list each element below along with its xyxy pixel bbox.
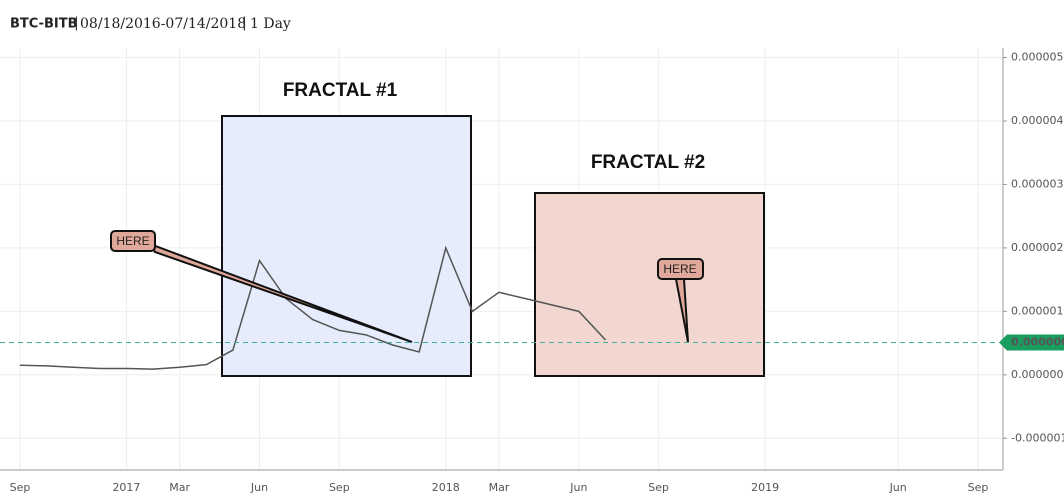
- x-tick-label: 2018: [432, 481, 460, 494]
- y-tick-label: 0.00000500: [1011, 51, 1064, 64]
- last-price-tag: [999, 334, 1064, 351]
- date-range: 08/18/2016-07/14/2018: [80, 16, 246, 32]
- grid: [0, 48, 1003, 470]
- last-price-label: 0.00000051: [1011, 335, 1064, 348]
- x-tick-label: Sep: [648, 481, 669, 494]
- y-tick-label: 0.00000300: [1011, 177, 1064, 190]
- x-tick-label: 2017: [112, 481, 140, 494]
- fractal-box: [221, 115, 472, 377]
- x-tick-label: Mar: [489, 481, 510, 494]
- x-tick-label: 2019: [751, 481, 779, 494]
- y-tick-label: 0.00000000: [1011, 368, 1064, 381]
- x-tick-label: Jun: [250, 481, 268, 494]
- interval: 1 Day: [250, 16, 291, 32]
- y-tick-label: 0.00000400: [1011, 114, 1064, 127]
- x-tick-label: Mar: [169, 481, 190, 494]
- plot: [19, 245, 606, 370]
- sep: |: [74, 15, 79, 31]
- callout: [110, 230, 156, 252]
- callout: [657, 258, 704, 280]
- callout-label: HERE: [663, 262, 696, 276]
- x-tick-label: Jun: [569, 481, 587, 494]
- sep: |: [242, 15, 247, 31]
- x-tick-label: Sep: [10, 481, 31, 494]
- symbol: BTC-BITB: [10, 17, 78, 32]
- y-tick-label: 0.00000200: [1011, 241, 1064, 254]
- callout-label: HERE: [116, 234, 149, 248]
- annotation: FRACTAL #1: [283, 80, 398, 101]
- y-tick-label: -0.00000100: [1011, 431, 1064, 444]
- y-tick-label: 0.00000100: [1011, 304, 1064, 317]
- x-tick-label: Sep: [329, 481, 350, 494]
- annotation: FRACTAL #2: [591, 152, 705, 173]
- fractal-box: [534, 192, 765, 377]
- price-line: [19, 245, 606, 370]
- x-tick-label: Jun: [889, 481, 907, 494]
- x-tick-label: Sep: [968, 481, 989, 494]
